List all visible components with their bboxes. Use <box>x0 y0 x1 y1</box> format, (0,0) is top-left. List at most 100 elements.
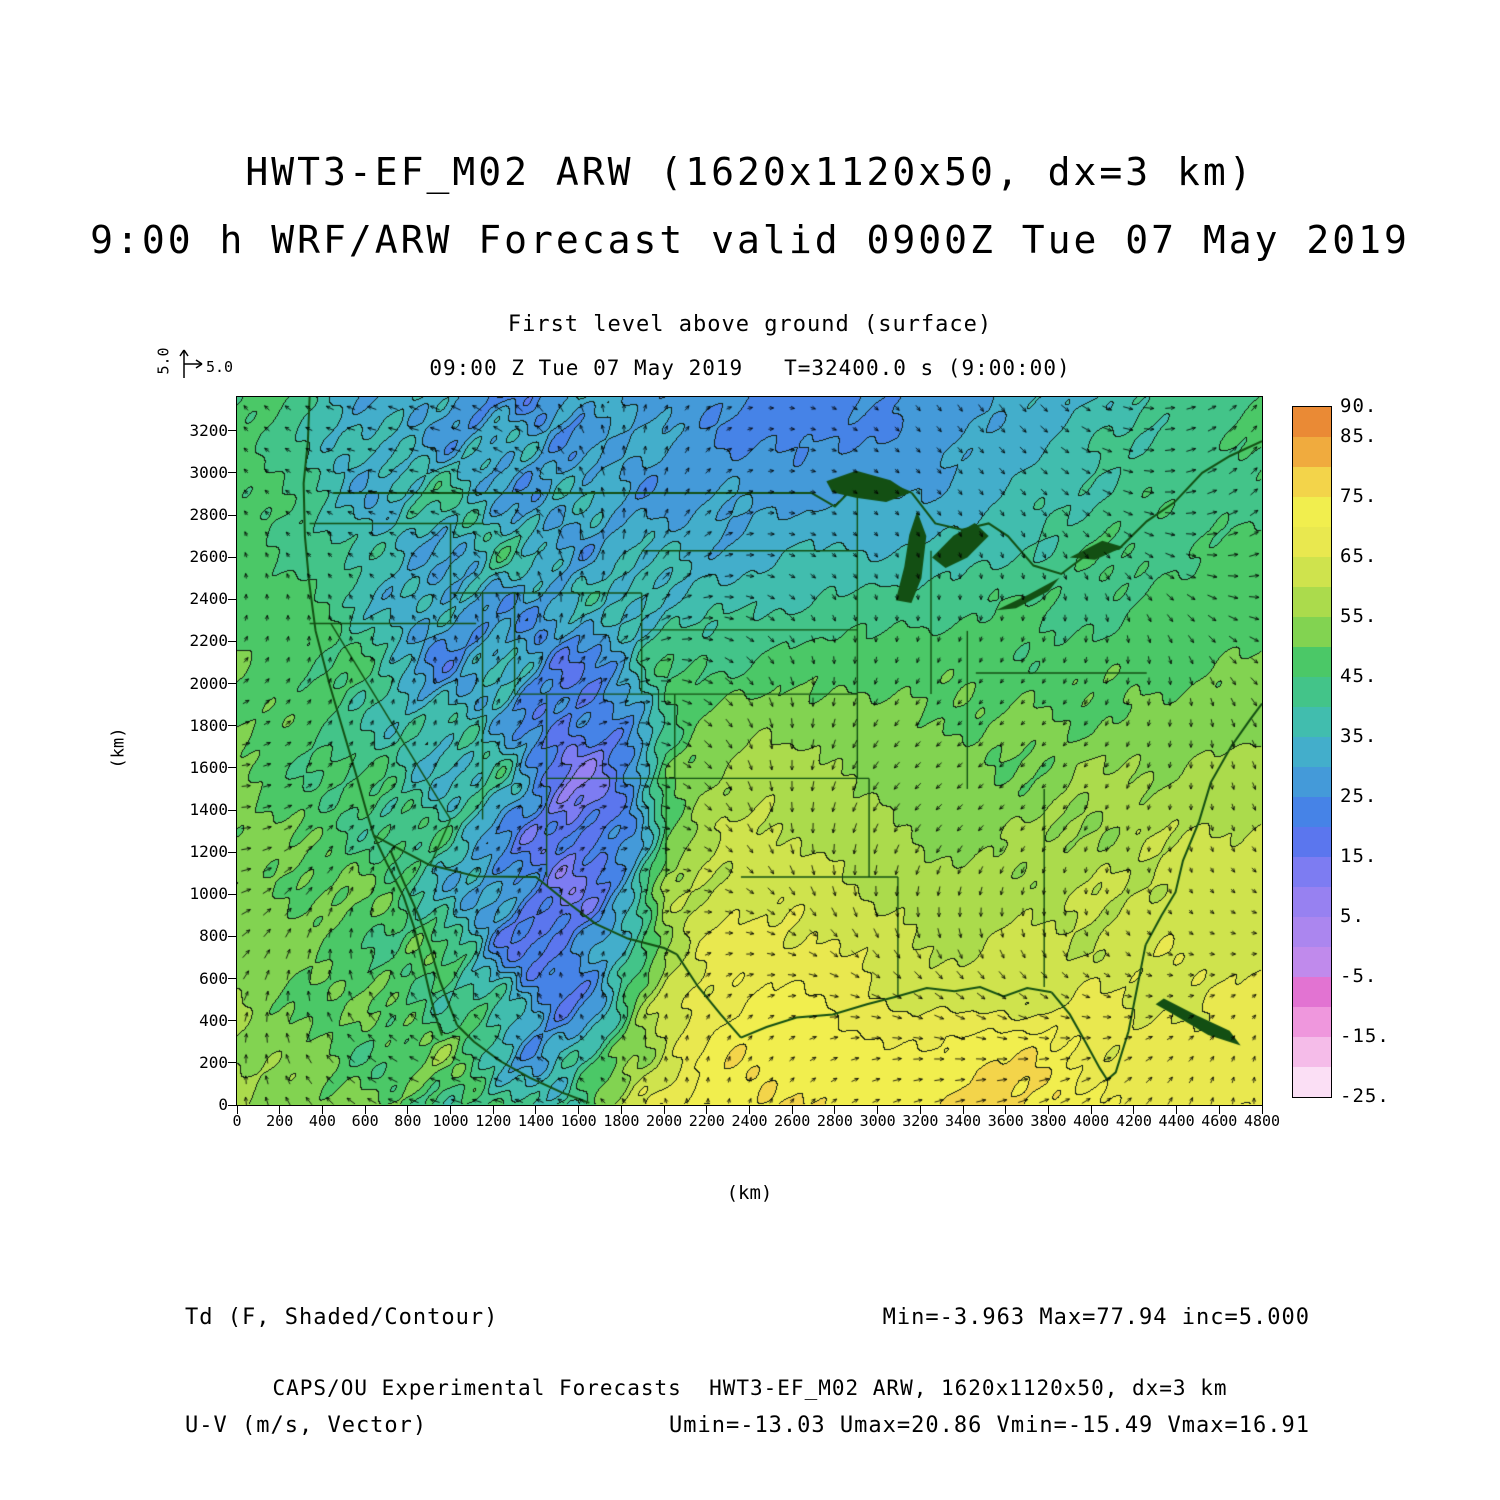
y-tick-mark <box>228 1104 236 1106</box>
x-tick-mark <box>877 1106 879 1114</box>
colorbar-segment <box>1293 977 1331 1007</box>
x-tick-mark <box>1261 1106 1263 1114</box>
shaded-field-label: Td (F, Shaded/Contour) <box>185 1305 499 1330</box>
provider-footer: CAPS/OU Experimental Forecasts HWT3-EF_M… <box>272 1376 1228 1400</box>
x-tick-mark <box>663 1106 665 1114</box>
x-tick-mark <box>791 1106 793 1114</box>
x-tick-mark <box>962 1106 964 1114</box>
colorbar-segment <box>1293 767 1331 797</box>
colorbar-tick-label: -15. <box>1340 1025 1390 1047</box>
y-tick-mark <box>228 935 236 937</box>
x-tick-label: 4800 <box>1243 1112 1281 1130</box>
colorbar-tick-label: -5. <box>1340 965 1378 987</box>
y-tick-mark <box>228 1062 236 1064</box>
colorbar-segment <box>1293 737 1331 767</box>
y-tick-label: 2400 <box>189 589 228 609</box>
colorbar-segment <box>1293 677 1331 707</box>
colorbar-segment <box>1293 1067 1331 1097</box>
valid-time-label: 09:00 Z Tue 07 May 2019 T=32400.0 s (9:0… <box>429 356 1071 380</box>
y-tick-label: 2200 <box>189 631 228 651</box>
x-tick-mark <box>1176 1106 1178 1114</box>
colorbar-segment <box>1293 437 1331 467</box>
x-tick-label: 3400 <box>944 1112 982 1130</box>
y-tick-mark <box>228 893 236 895</box>
x-tick-mark <box>535 1106 537 1114</box>
dewpoint-shaded-map <box>237 397 1262 1105</box>
vector-scale-arrow-icon <box>179 349 203 378</box>
y-tick-mark <box>228 1020 236 1022</box>
y-axis-title: (km) <box>108 727 129 769</box>
y-tick-label: 400 <box>199 1010 228 1030</box>
y-tick-label: 200 <box>199 1052 228 1072</box>
y-tick-label: 2600 <box>189 547 228 567</box>
colorbar-tick-label: 55. <box>1340 605 1378 627</box>
colorbar-segment <box>1293 857 1331 887</box>
x-tick-label: 2600 <box>774 1112 811 1130</box>
y-tick-mark <box>228 683 236 685</box>
x-tick-label: 1200 <box>475 1112 512 1130</box>
y-tick-label: 1400 <box>189 800 228 819</box>
figure-title-line2: 9:00 h WRF/ARW Forecast valid 0900Z Tue … <box>90 218 1410 262</box>
y-tick-label: 0 <box>218 1095 228 1114</box>
x-tick-mark <box>749 1106 750 1114</box>
x-tick-mark <box>321 1106 323 1114</box>
y-tick-mark <box>228 514 236 516</box>
x-tick-label: 1000 <box>432 1112 469 1130</box>
x-tick-label: 2200 <box>688 1112 725 1130</box>
colorbar-segment <box>1293 497 1331 527</box>
x-tick-label: 400 <box>308 1112 336 1130</box>
x-tick-mark <box>578 1106 580 1114</box>
x-tick-mark <box>279 1106 281 1114</box>
colorbar-segment <box>1293 1007 1331 1037</box>
x-tick-mark <box>450 1106 452 1114</box>
figure-title-line1: HWT3-EF_M02 ARW (1620x1120x50, dx=3 km) <box>245 150 1255 194</box>
y-tick-label: 1000 <box>189 884 228 904</box>
field-legend: Td (F, Shaded/Contour) U-V (m/s, Vector) <box>185 1228 498 1480</box>
x-tick-label: 1600 <box>560 1112 597 1130</box>
level-label: First level above ground (surface) <box>507 312 993 337</box>
x-tick-mark <box>1047 1106 1049 1114</box>
y-tick-mark <box>228 598 236 600</box>
colorbar-segment <box>1293 797 1331 827</box>
colorbar-tick-label: 25. <box>1340 785 1378 807</box>
y-tick-mark <box>228 430 236 432</box>
map-plot-frame <box>236 396 1263 1106</box>
colorbar-segment <box>1293 917 1331 947</box>
x-tick-mark <box>364 1106 366 1114</box>
y-tick-label: 3000 <box>189 462 228 482</box>
x-tick-mark <box>1090 1106 1092 1114</box>
x-tick-label: 3600 <box>987 1112 1024 1130</box>
x-tick-label: 800 <box>394 1112 422 1130</box>
colorbar-tick-label: 85. <box>1340 425 1378 447</box>
x-tick-mark <box>1005 1106 1007 1114</box>
colorbar-tick-label: 15. <box>1340 845 1378 867</box>
x-tick-label: 200 <box>266 1112 294 1130</box>
x-tick-label: 2000 <box>646 1112 683 1130</box>
y-tick-mark <box>228 556 236 558</box>
colorbar-tick-label: 75. <box>1340 485 1378 507</box>
x-tick-label: 4000 <box>1073 1112 1110 1130</box>
x-tick-label: 3000 <box>859 1112 896 1130</box>
y-tick-label: 600 <box>199 968 228 988</box>
colorbar-segment <box>1293 407 1331 437</box>
x-tick-mark <box>620 1106 622 1114</box>
x-tick-label: 0 <box>232 1112 242 1130</box>
y-tick-label: 2000 <box>189 673 228 693</box>
colorbar-tick-label: -25. <box>1340 1085 1390 1107</box>
colorbar-segment <box>1293 827 1331 857</box>
y-tick-mark <box>228 640 236 642</box>
colorbar-tick-label: 45. <box>1340 665 1378 687</box>
x-axis-title: (km) <box>726 1182 773 1204</box>
x-tick-mark <box>834 1106 836 1114</box>
x-tick-label: 4600 <box>1201 1112 1238 1130</box>
x-tick-mark <box>706 1106 708 1114</box>
vector-scale-u-label: 5.0 <box>206 358 234 376</box>
colorbar-segment <box>1293 587 1331 617</box>
colorbar-tick-label: 5. <box>1340 905 1365 927</box>
y-tick-label: 2800 <box>189 505 228 524</box>
y-tick-label: 3200 <box>189 420 228 440</box>
vector-field-label: U-V (m/s, Vector) <box>185 1413 428 1438</box>
colorbar-segment <box>1293 467 1331 497</box>
x-tick-mark <box>236 1106 238 1114</box>
colorbar-segment <box>1293 527 1331 557</box>
